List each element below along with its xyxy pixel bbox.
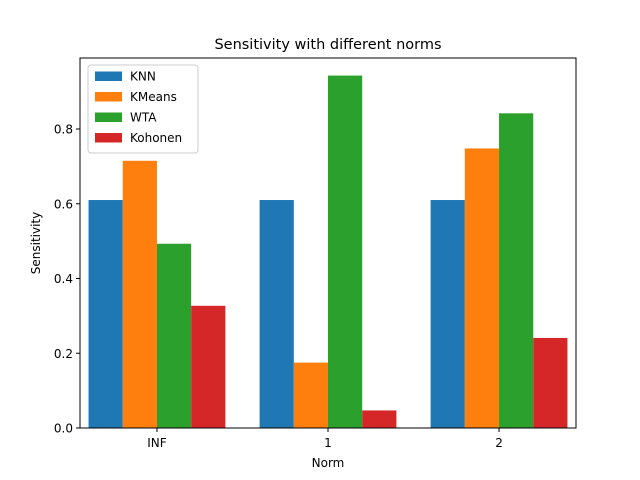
bar-knn-2 <box>430 200 465 428</box>
legend-box <box>87 64 199 154</box>
y-tick-label: 0.0 <box>54 422 73 436</box>
bar-wta-inf <box>156 243 192 428</box>
bar-wta-2 <box>499 113 534 428</box>
legend-swatch-wta <box>95 112 122 122</box>
bar-kohonen-inf <box>191 305 226 428</box>
legend-label-kmeans: KMeans <box>130 90 177 104</box>
bar-kmeans-inf <box>122 160 157 428</box>
bar-kmeans-2 <box>464 148 500 428</box>
legend-swatch-kohonen <box>95 133 122 143</box>
bar-wta-1 <box>328 75 363 428</box>
y-axis-label: Sensitivity <box>29 212 43 274</box>
legend-swatch-knn <box>95 71 122 81</box>
y-tick-label: 0.2 <box>54 347 73 361</box>
legend-swatch-kmeans <box>95 92 122 102</box>
legend-label-kohonen: Kohonen <box>130 131 182 145</box>
legend: KNN KMeans WTA Kohonen <box>87 64 199 154</box>
chart-title: Sensitivity with different norms <box>214 37 441 53</box>
x-axis: INF 1 2 <box>147 428 503 450</box>
x-tick-label: INF <box>147 436 167 450</box>
x-tick-label: 2 <box>495 436 503 450</box>
legend-label-knn: KNN <box>130 70 156 84</box>
bar-knn-1 <box>259 200 294 428</box>
y-tick-label: 0.8 <box>54 123 73 137</box>
bar-kmeans-1 <box>293 362 328 428</box>
legend-label-wta: WTA <box>130 111 157 125</box>
bar-knn-inf <box>88 200 123 428</box>
bar-kohonen-1 <box>362 410 397 428</box>
y-tick-label: 0.4 <box>54 272 73 286</box>
y-axis: 0.0 0.2 0.4 0.6 0.8 <box>54 123 80 436</box>
y-tick-label: 0.6 <box>54 197 73 211</box>
bars-layer <box>88 75 568 428</box>
x-axis-label: Norm <box>312 456 345 470</box>
x-tick-label: 1 <box>324 436 332 450</box>
bar-kohonen-2 <box>533 337 568 428</box>
